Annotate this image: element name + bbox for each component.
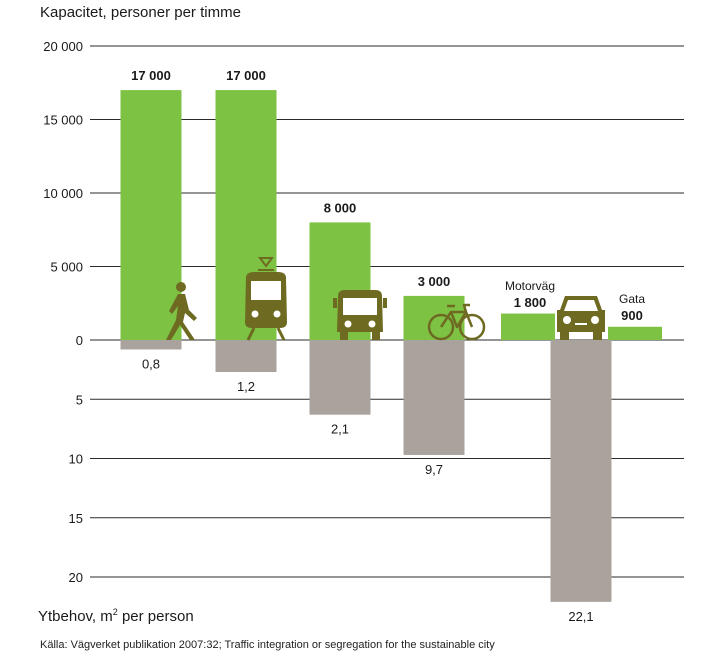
icon-part	[176, 282, 186, 292]
bottom-axis-title-suffix: per person	[117, 608, 194, 625]
top-tick-label: 20 000	[43, 39, 83, 54]
space-data-label: 2,1	[331, 422, 349, 437]
icon-part	[564, 300, 598, 311]
series-label-motorvag: Motorväg	[505, 279, 555, 293]
car-icon	[557, 296, 605, 340]
series-label-gata: Gata	[619, 292, 645, 306]
space-data-label: 1,2	[237, 379, 255, 394]
top-tick-label: 10 000	[43, 186, 83, 201]
icon-part	[258, 257, 274, 271]
bicycle-icon	[427, 303, 486, 341]
bottom-tick-label: 5	[76, 392, 83, 407]
capacity-data-label: 1 800	[514, 295, 547, 310]
icon-part	[563, 316, 571, 324]
capacity-bar	[608, 326, 662, 340]
capacity-data-label: 900	[621, 308, 643, 323]
icon-part	[458, 313, 486, 341]
space-data-label: 0,8	[142, 356, 160, 371]
capacity-data-label: 3 000	[418, 274, 451, 289]
icon-part	[251, 310, 259, 318]
space-bar	[215, 340, 277, 372]
space-bar	[120, 340, 182, 350]
bottom-axis-title: Ytbehov, m2 per person	[38, 607, 194, 625]
capacity-data-label: 17 000	[226, 68, 266, 83]
bottom-tick-label: 20	[69, 570, 83, 585]
tram-icon	[245, 257, 287, 341]
bottom-axis-title-prefix: Ytbehov, m	[38, 608, 113, 625]
icon-part	[591, 316, 599, 324]
space-bar	[550, 340, 612, 602]
space-data-label: 22,1	[568, 609, 593, 624]
icon-part	[343, 298, 377, 315]
icon-part	[560, 332, 602, 340]
icon-part	[251, 281, 281, 300]
icon-part	[340, 332, 380, 340]
capacity-bar	[120, 90, 182, 340]
capacity-bar	[501, 313, 555, 340]
icon-part	[246, 327, 286, 341]
bottom-tick-label: 10	[69, 452, 83, 467]
capacity-data-label: 17 000	[131, 68, 171, 83]
icon-part	[166, 294, 197, 340]
icon-part	[344, 320, 352, 328]
icon-part	[368, 320, 376, 328]
icon-part	[273, 310, 281, 318]
icon-part	[439, 303, 474, 329]
top-tick-label: 5 000	[50, 260, 83, 275]
icon-part	[427, 313, 455, 341]
top-axis-title: Kapacitet, personer per timme	[40, 4, 241, 21]
source-note: Källa: Vägverket publikation 2007:32; Tr…	[40, 639, 495, 651]
bottom-tick-label: 15	[69, 511, 83, 526]
bottom-axis-title-sup: 2	[112, 607, 118, 617]
top-tick-label: 0	[76, 333, 83, 348]
space-data-label: 9,7	[425, 462, 443, 477]
capacity-data-label: 8 000	[324, 200, 357, 215]
space-bar	[309, 340, 371, 415]
space-bar	[403, 340, 465, 455]
top-tick-label: 15 000	[43, 113, 83, 128]
bus-icon	[333, 290, 387, 340]
walking-icon	[166, 282, 197, 340]
